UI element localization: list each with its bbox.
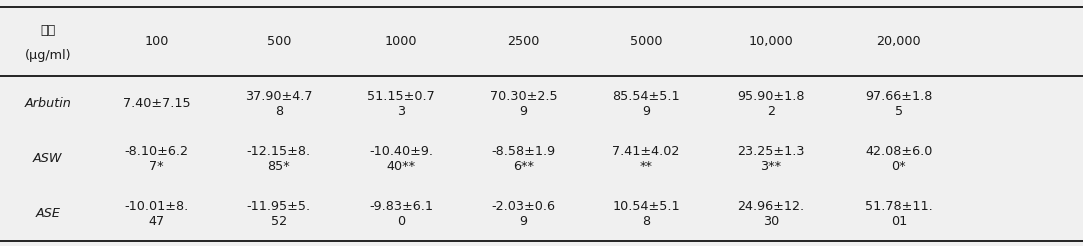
Text: (μg/ml): (μg/ml) (25, 49, 70, 62)
Text: -11.95±5.
52: -11.95±5. 52 (247, 200, 311, 228)
Text: 7.40±7.15: 7.40±7.15 (122, 97, 191, 110)
Text: 51.78±11.
01: 51.78±11. 01 (865, 200, 932, 228)
Text: 5000: 5000 (629, 35, 663, 48)
Text: 24.96±12.
30: 24.96±12. 30 (738, 200, 805, 228)
Text: 1000: 1000 (384, 35, 418, 48)
Text: -12.15±8.
85*: -12.15±8. 85* (247, 145, 311, 173)
Text: 10.54±5.1
8: 10.54±5.1 8 (612, 200, 680, 228)
Text: -8.58±1.9
6**: -8.58±1.9 6** (492, 145, 556, 173)
Text: 23.25±1.3
3**: 23.25±1.3 3** (738, 145, 805, 173)
Text: -9.83±6.1
0: -9.83±6.1 0 (369, 200, 433, 228)
Text: 500: 500 (266, 35, 291, 48)
Text: 2500: 2500 (508, 35, 539, 48)
Text: -10.40±9.
40**: -10.40±9. 40** (369, 145, 433, 173)
Text: 70.30±2.5
9: 70.30±2.5 9 (490, 90, 558, 118)
Text: 농도: 농도 (40, 24, 55, 37)
Text: ASW: ASW (32, 152, 63, 165)
Text: ASE: ASE (36, 207, 60, 220)
Text: 51.15±0.7
3: 51.15±0.7 3 (367, 90, 435, 118)
Text: 20,000: 20,000 (876, 35, 922, 48)
Text: 42.08±6.0
0*: 42.08±6.0 0* (865, 145, 932, 173)
Text: 10,000: 10,000 (748, 35, 794, 48)
Text: Arbutin: Arbutin (24, 97, 71, 110)
Text: 95.90±1.8
2: 95.90±1.8 2 (738, 90, 805, 118)
Text: 37.90±4.7
8: 37.90±4.7 8 (245, 90, 313, 118)
Text: 7.41±4.02
**: 7.41±4.02 ** (612, 145, 680, 173)
Text: -10.01±8.
47: -10.01±8. 47 (125, 200, 188, 228)
Text: 97.66±1.8
5: 97.66±1.8 5 (865, 90, 932, 118)
Text: 85.54±5.1
9: 85.54±5.1 9 (612, 90, 680, 118)
Text: 100: 100 (144, 35, 169, 48)
Text: -8.10±6.2
7*: -8.10±6.2 7* (125, 145, 188, 173)
Text: -2.03±0.6
9: -2.03±0.6 9 (492, 200, 556, 228)
